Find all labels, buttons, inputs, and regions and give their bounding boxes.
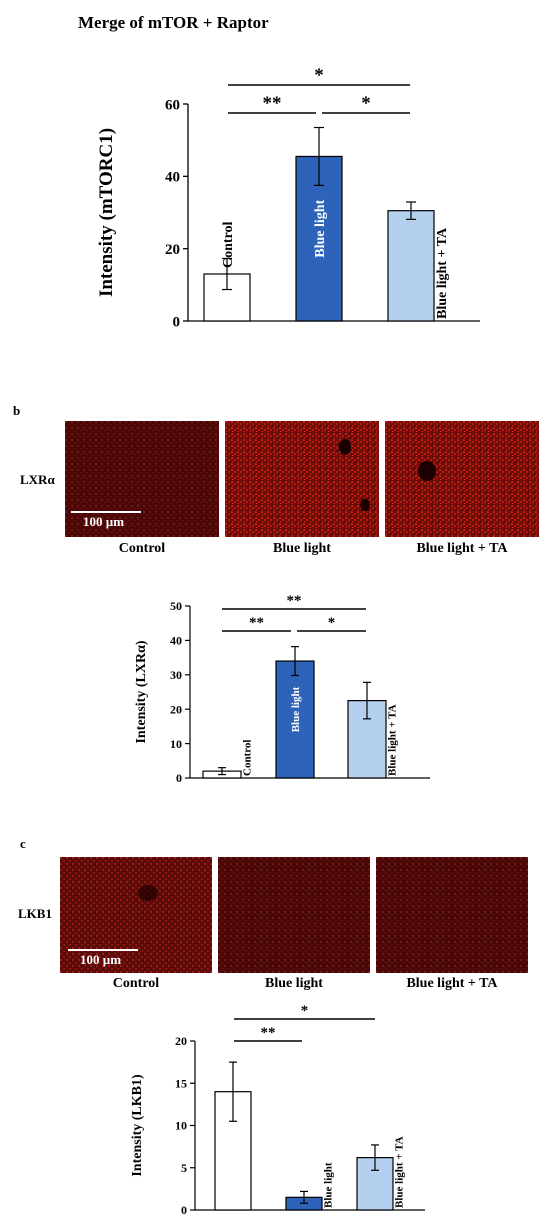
category-label: Blue light (313, 199, 328, 257)
scale-bar-label: 100 µm (80, 952, 122, 967)
y-axis-title: Intensity (mTORC1) (96, 128, 117, 297)
category-label: Blue light + TA (393, 1136, 405, 1208)
panel-b-letter: b (13, 403, 21, 418)
significance-label: ** (249, 615, 264, 631)
y-tick-label: 30 (170, 668, 182, 682)
significance-label: ** (261, 1025, 276, 1041)
y-tick-label: 0 (181, 1203, 187, 1217)
category-label: Control (228, 1123, 240, 1159)
y-tick-label: 0 (173, 314, 181, 330)
lxra-row-label: LXRα (20, 472, 55, 487)
category-label: Control (241, 740, 253, 776)
y-tick-label: 5 (181, 1161, 187, 1175)
lkb1-label-blue-light: Blue light (265, 976, 323, 991)
y-tick-label: 20 (165, 242, 180, 258)
lkb1-row-label: LKB1 (18, 906, 52, 921)
y-tick-label: 50 (170, 599, 182, 613)
lxra-label-blue-light: Blue light (273, 541, 331, 556)
lkb1-micrograph-blue-light (218, 857, 370, 973)
category-label: Blue light + TA (435, 227, 450, 319)
y-tick-label: 20 (170, 702, 182, 716)
micrograph-texture (225, 421, 379, 537)
category-label: Blue light (290, 686, 302, 732)
significance-label: * (361, 93, 371, 114)
y-axis-title: Intensity (LKB1) (130, 1074, 145, 1177)
significance-label: * (301, 1003, 309, 1019)
bar-blue-light-ta (387, 210, 435, 322)
significance-label: ** (287, 593, 302, 609)
y-tick-label: 20 (175, 1034, 187, 1048)
bar-blue-light (275, 660, 315, 779)
category-label: Blue light (322, 1162, 334, 1208)
y-tick-label: 40 (165, 170, 180, 186)
significance-label: * (328, 615, 336, 631)
lxra-bar-chart: 0 10 20 30 40 50 Intensity (LXRα) Control Blue l… (134, 593, 430, 785)
lkb1-bar-chart: 0 5 10 15 20 Intensity (LKB1) Control Blue ligh… (130, 1003, 425, 1217)
mtorc1-bar-chart: 0 20 40 60 Intensity (mTORC1) Control Blue lig… (96, 65, 480, 330)
y-tick-label: 0 (176, 771, 182, 785)
micrograph-texture (385, 421, 539, 537)
lkb1-label-control: Control (112, 976, 160, 991)
lkb1-micrograph-control: 100 µm (60, 857, 212, 973)
micrograph-texture (218, 857, 370, 973)
panel-c-letter: c (20, 836, 26, 851)
micrograph-texture (376, 857, 528, 973)
significance-label: ** (263, 93, 282, 114)
lxra-micrograph-blue-light (225, 421, 379, 537)
lxra-micrograph-control: 100 µm (65, 421, 219, 537)
category-label: Blue light + TA (386, 704, 398, 776)
scale-bar-label: 100 µm (83, 514, 125, 529)
lxra-label-control: Control (118, 541, 166, 556)
lxra-label-blue-light-ta: Blue light + TA (416, 541, 508, 556)
significance-label: * (314, 65, 324, 86)
scale-bar (71, 511, 141, 513)
y-tick-label: 10 (170, 737, 182, 751)
lkb1-micrograph-blue-light-ta (376, 857, 528, 973)
y-tick-label: 60 (165, 97, 180, 113)
micrograph-texture (60, 857, 212, 973)
y-tick-label: 10 (175, 1119, 187, 1133)
y-tick-label: 40 (170, 634, 182, 648)
category-label: Control (221, 221, 236, 268)
lxra-micrograph-blue-light-ta (385, 421, 539, 537)
y-axis-title: Intensity (LXRα) (134, 640, 149, 743)
lkb1-label-blue-light-ta: Blue light + TA (406, 976, 498, 991)
panel-a-title: Merge of mTOR + Raptor (78, 13, 269, 32)
scale-bar (68, 949, 138, 951)
micrograph-texture (65, 421, 219, 537)
y-tick-label: 15 (175, 1076, 187, 1090)
